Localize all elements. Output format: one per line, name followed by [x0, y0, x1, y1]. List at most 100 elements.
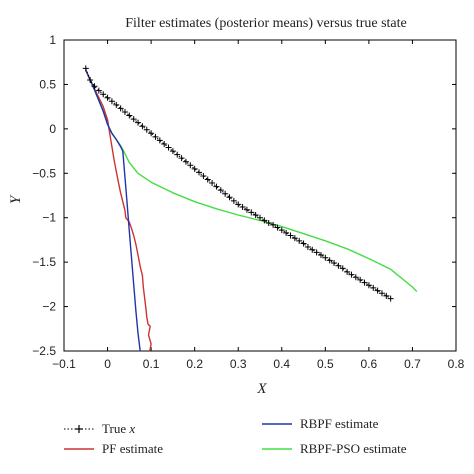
plot-frame — [63, 39, 457, 352]
data-point-true-x — [239, 204, 246, 211]
data-point-true-x — [87, 76, 94, 83]
data-point-true-x — [348, 271, 355, 278]
data-point-true-x — [304, 244, 311, 251]
data-point-true-x — [278, 227, 285, 234]
y-tick-label: −0.5 — [32, 166, 56, 180]
series-line-true-x — [85, 68, 391, 300]
legend-label-rbpf-pso-estimate: RBPF-PSO estimate — [300, 441, 407, 456]
data-point-true-x — [322, 254, 329, 261]
data-point-true-x — [213, 183, 220, 190]
data-point-true-x — [104, 94, 111, 101]
data-point-true-x — [165, 144, 172, 151]
x-tick-label: 0 — [104, 357, 111, 371]
axis-ticks: −0.1 0 0.1 0.2 0.3 0.4 0.5 0.6 0.7 0.8 −2.5 −2 −1.5 −… — [32, 33, 464, 371]
x-tick-label: 0.7 — [404, 357, 421, 371]
data-point-true-x — [222, 190, 229, 197]
y-tick-label: 1 — [49, 33, 56, 47]
data-point-true-x — [235, 201, 242, 208]
data-point-true-x — [243, 206, 250, 213]
y-tick-label: −1.5 — [32, 255, 56, 269]
data-point-true-x — [156, 137, 163, 144]
data-point-true-x — [257, 214, 263, 221]
data-point-true-x — [291, 235, 298, 242]
data-point-true-x — [352, 274, 359, 281]
data-point-true-x — [126, 112, 133, 119]
data-point-true-x — [226, 194, 233, 201]
data-point-true-x — [274, 224, 281, 231]
data-point-true-x — [191, 165, 198, 172]
x-tick-label: 0.2 — [186, 357, 203, 371]
data-point-true-x — [287, 232, 294, 239]
data-point-true-x — [283, 229, 290, 236]
y-tick-label: −1 — [42, 211, 56, 225]
data-point-true-x — [117, 105, 124, 112]
data-point-true-x — [187, 162, 194, 169]
legend-label-true-x: True x — [102, 421, 135, 436]
y-tick-label: 0 — [49, 122, 56, 136]
x-tick-label: 0.6 — [361, 357, 378, 371]
data-point-true-x — [121, 108, 128, 115]
x-tick-label: 0.3 — [230, 357, 247, 371]
data-point-true-x — [296, 237, 303, 244]
data-point-true-x — [248, 209, 255, 216]
series-line-rbpf-estimate — [85, 69, 141, 352]
data-point-true-x — [100, 91, 107, 98]
series-line-rbpf-pso-estimate — [85, 69, 418, 292]
data-point-true-x — [204, 176, 211, 183]
data-point-true-x — [82, 65, 89, 72]
y-axis-label: Y — [8, 194, 24, 204]
chart-title: Filter estimates (posterior means) versu… — [125, 16, 406, 31]
x-tick-label: −0.1 — [52, 357, 76, 371]
data-point-true-x — [365, 282, 372, 289]
data-point-true-x — [209, 180, 216, 187]
data-point-true-x — [265, 220, 272, 227]
data-point-true-x — [317, 252, 324, 259]
data-point-true-x — [108, 98, 115, 105]
data-point-true-x — [161, 140, 168, 147]
data-point-true-x — [148, 130, 155, 137]
data-point-true-x — [230, 197, 237, 204]
data-point-true-x — [182, 158, 189, 165]
data-point-true-x — [335, 262, 342, 269]
data-point-true-x — [300, 240, 307, 247]
data-point-true-x — [309, 246, 316, 253]
x-axis-label: X — [256, 381, 267, 397]
data-point-true-x — [91, 83, 98, 90]
y-tick-label: −2.5 — [32, 344, 56, 358]
y-tick-label: 0.5 — [39, 77, 56, 91]
data-point-true-x — [130, 116, 137, 123]
x-tick-label: 0.8 — [448, 357, 465, 371]
data-point-true-x — [361, 279, 368, 286]
data-point-true-x — [313, 249, 320, 256]
data-point-true-x — [339, 265, 346, 272]
legend: True x PF estimate RBPF estimate RBPF-PSO e… — [64, 416, 407, 456]
data-point-true-x — [169, 148, 176, 155]
x-tick-label: 0.4 — [273, 357, 290, 371]
data-point-true-x — [383, 292, 390, 299]
data-point-true-x — [387, 295, 394, 302]
data-point-true-x — [95, 87, 102, 94]
data-point-true-x — [178, 155, 185, 162]
data-point-true-x — [370, 284, 377, 291]
legend-label-rbpf-estimate: RBPF estimate — [300, 416, 379, 431]
data-point-true-x — [344, 268, 351, 275]
x-tick-label: 0.5 — [317, 357, 334, 371]
y-tick-label: −2 — [42, 300, 56, 314]
series-layer — [82, 65, 418, 352]
series-line-pf-estimate — [85, 69, 152, 352]
data-point-true-x — [200, 172, 207, 179]
data-point-true-x — [261, 217, 268, 224]
data-point-true-x — [374, 287, 381, 294]
data-point-true-x — [326, 257, 333, 264]
x-tick-label: 0.1 — [143, 357, 160, 371]
data-point-true-x — [357, 276, 364, 283]
data-point-true-x — [135, 119, 142, 126]
data-point-true-x — [152, 133, 159, 140]
legend-label-pf-estimate: PF estimate — [102, 441, 163, 456]
data-point-true-x — [113, 101, 120, 108]
data-point-true-x — [270, 221, 277, 228]
data-point-true-x — [143, 126, 150, 133]
legend-marker-true-x — [75, 425, 83, 433]
data-point-true-x — [196, 169, 203, 176]
